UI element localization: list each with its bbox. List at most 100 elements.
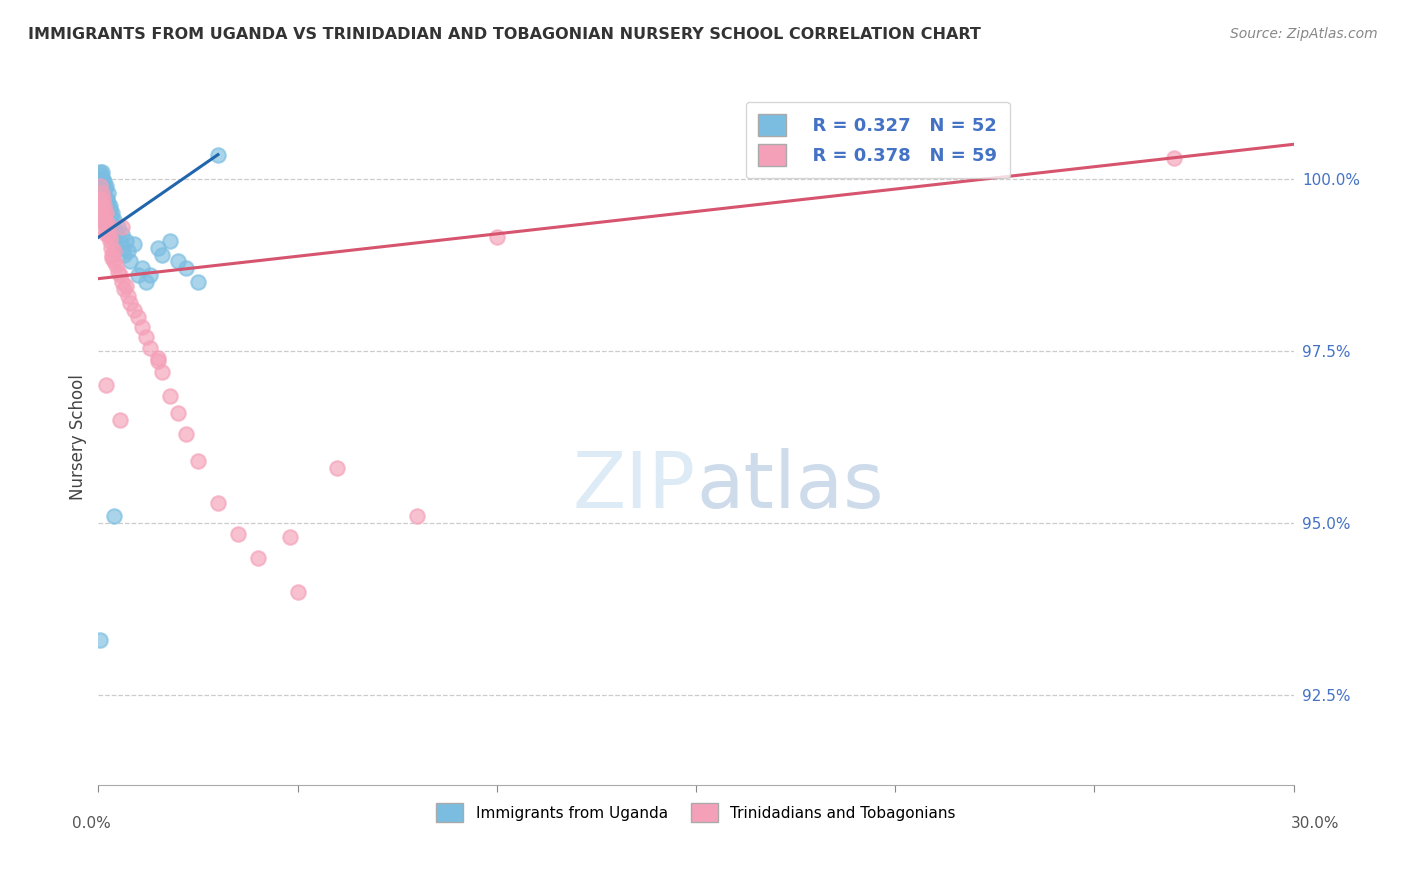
Point: [174, 426, 197, 441]
Point: [91, 175, 114, 189]
Point: [105, 258, 128, 272]
Point: [98, 202, 121, 217]
Point: [105, 227, 128, 241]
Point: [207, 495, 229, 509]
Point: [139, 268, 162, 283]
Point: [135, 330, 157, 344]
Point: [103, 219, 125, 234]
Point: [103, 254, 125, 268]
Point: [115, 234, 138, 248]
Point: [127, 268, 149, 283]
Point: [117, 289, 139, 303]
Legend: Immigrants from Uganda, Trinidadians and Tobagonians: Immigrants from Uganda, Trinidadians and…: [429, 796, 963, 830]
Point: [97, 195, 120, 210]
Point: [103, 213, 125, 227]
Point: [103, 509, 125, 524]
Point: [278, 530, 301, 544]
Point: [93, 175, 115, 189]
Point: [96, 206, 118, 220]
Point: [111, 219, 134, 234]
Point: [96, 219, 118, 234]
Point: [150, 247, 173, 261]
Point: [100, 241, 122, 255]
Point: [93, 178, 115, 193]
Point: [187, 454, 209, 468]
Point: [94, 182, 117, 196]
Point: [148, 241, 170, 255]
Point: [96, 227, 118, 241]
Point: [91, 165, 114, 179]
Point: [150, 365, 173, 379]
Point: [148, 351, 170, 365]
Point: [90, 199, 112, 213]
Point: [98, 230, 121, 244]
Point: [103, 244, 125, 258]
Point: [90, 186, 112, 200]
Point: [90, 182, 112, 196]
Text: 0.0%: 0.0%: [72, 816, 111, 831]
Point: [107, 265, 129, 279]
Point: [131, 319, 153, 334]
Point: [187, 275, 209, 289]
Point: [135, 275, 157, 289]
Point: [131, 261, 153, 276]
Point: [159, 389, 181, 403]
Point: [124, 237, 146, 252]
Point: [101, 247, 124, 261]
Text: ZIP: ZIP: [574, 448, 696, 524]
Point: [107, 219, 129, 234]
Point: [96, 178, 118, 193]
Point: [98, 234, 122, 248]
Point: [89, 193, 111, 207]
Point: [91, 199, 114, 213]
Point: [89, 193, 111, 207]
Point: [287, 585, 309, 599]
Point: [91, 213, 114, 227]
Point: [148, 354, 170, 368]
Point: [91, 186, 114, 200]
Point: [326, 461, 349, 475]
Point: [485, 230, 508, 244]
Point: [100, 210, 122, 224]
Text: 30.0%: 30.0%: [1291, 816, 1339, 831]
Point: [111, 241, 134, 255]
Point: [167, 406, 190, 420]
Point: [406, 509, 429, 524]
Point: [112, 282, 135, 296]
Point: [90, 213, 112, 227]
Point: [89, 178, 111, 193]
Point: [98, 199, 122, 213]
Point: [91, 219, 114, 234]
Text: atlas: atlas: [696, 448, 883, 524]
Point: [120, 295, 142, 310]
Point: [226, 526, 249, 541]
Point: [124, 302, 146, 317]
Y-axis label: Nursery School: Nursery School: [69, 374, 87, 500]
Point: [1163, 151, 1185, 165]
Point: [91, 171, 114, 186]
Text: Source: ZipAtlas.com: Source: ZipAtlas.com: [1230, 27, 1378, 41]
Point: [93, 199, 115, 213]
Point: [127, 310, 149, 324]
Point: [120, 254, 142, 268]
Point: [110, 227, 132, 241]
Point: [97, 227, 120, 241]
Point: [93, 206, 115, 220]
Point: [91, 193, 114, 207]
Point: [96, 378, 118, 392]
Point: [97, 217, 120, 231]
Point: [90, 186, 112, 200]
Point: [90, 206, 112, 220]
Point: [110, 268, 132, 283]
Point: [94, 213, 117, 227]
Point: [167, 254, 190, 268]
Point: [110, 413, 132, 427]
Point: [117, 244, 139, 258]
Point: [112, 247, 135, 261]
Point: [90, 171, 112, 186]
Point: [94, 193, 117, 207]
Text: IMMIGRANTS FROM UGANDA VS TRINIDADIAN AND TOBAGONIAN NURSERY SCHOOL CORRELATION : IMMIGRANTS FROM UGANDA VS TRINIDADIAN AN…: [28, 27, 981, 42]
Point: [93, 189, 115, 203]
Point: [139, 341, 162, 355]
Point: [174, 261, 197, 276]
